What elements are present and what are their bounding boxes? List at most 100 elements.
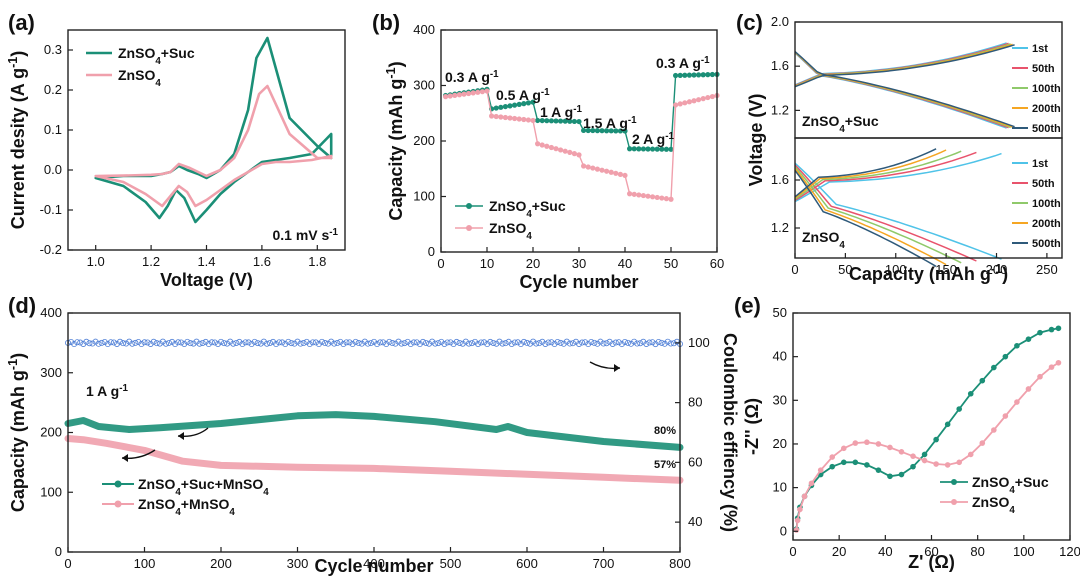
nyquist-point [887, 444, 893, 451]
ce-point [233, 339, 240, 346]
nyquist-point [933, 461, 939, 467]
ce-point [285, 338, 292, 345]
rate-point [470, 90, 476, 96]
arrow-left-head [178, 432, 184, 440]
panel-d-ytick-label: 0 [55, 544, 62, 559]
ce-point [254, 340, 261, 347]
panel-d-xtick-label: 400 [363, 556, 385, 571]
charge-curve [794, 148, 937, 198]
rate-point [489, 113, 495, 119]
rate-point [562, 118, 568, 124]
ce-point [322, 340, 329, 347]
panel-a-ylabel: Current desity (A g-1) [6, 51, 28, 230]
ce-point [447, 339, 454, 346]
panel-a-frame [67, 29, 346, 251]
ce-point [367, 340, 374, 347]
rate-point [548, 144, 555, 151]
ce-point [603, 340, 610, 347]
ce-point [395, 338, 402, 345]
nyquist-point [794, 517, 801, 524]
ce-point [487, 338, 494, 345]
cycle-curve-znso4-mnso4 [64, 435, 684, 484]
ce-point [297, 340, 304, 347]
panel-e-ylabel: -Z'' (Ω) [742, 398, 762, 455]
ce-point [649, 339, 656, 346]
ce-point [217, 338, 224, 345]
ce-point [352, 338, 359, 345]
rate-point [599, 167, 605, 173]
ce-point [77, 339, 84, 346]
ce-point [370, 338, 377, 345]
panel-a-label: (a) [8, 10, 35, 35]
rate-point [443, 94, 449, 100]
rate-point [668, 196, 674, 202]
legend-marker [114, 500, 122, 508]
rate-point [604, 128, 610, 134]
panel-b-ytick-label: 0 [428, 244, 435, 259]
ce-point [493, 340, 500, 347]
panel-e-frame [792, 312, 1071, 541]
rate-point [659, 146, 665, 152]
ce-point [251, 338, 258, 345]
ce-point [628, 340, 635, 347]
legend-label: 500th [1032, 238, 1061, 250]
ce-point [242, 339, 249, 346]
discharge-curve [794, 166, 962, 264]
panel-a-scan-rate: 0.1 mV s-1 [272, 227, 338, 244]
rate-point [617, 171, 624, 177]
rate-point [673, 72, 679, 79]
charge-curve [794, 151, 977, 202]
rate-point [654, 146, 660, 152]
nyquist-point [864, 439, 870, 446]
ce-point [612, 339, 619, 346]
ce-point [309, 339, 316, 346]
ce-point [169, 338, 176, 345]
panel-b-xtick-label: 60 [710, 256, 724, 271]
ce-point [426, 340, 433, 347]
ce-point [557, 339, 564, 346]
nyquist-point [944, 462, 951, 468]
ce-point [95, 340, 102, 347]
ce-point [643, 340, 650, 347]
ce-point [245, 339, 252, 346]
ce-point [413, 339, 420, 346]
panel-b-ytick-label: 200 [413, 133, 435, 148]
ce-point [563, 338, 570, 345]
ce-point [548, 339, 555, 346]
legend-label: ZnSO4+Suc+MnSO4 [138, 476, 269, 498]
ce-point [239, 341, 246, 348]
panel-a-xtick-label: 1.2 [142, 254, 160, 269]
ce-point [475, 340, 482, 347]
ce-point [202, 338, 209, 345]
ce-point [129, 340, 136, 347]
ce-point [193, 338, 200, 345]
panel-d-label: (d) [8, 293, 36, 318]
ce-point [156, 340, 163, 347]
panel-d: 0 100 200 300 400 500 600 700 800 0 100 200 300 400 40… [6, 293, 740, 576]
panel-d-frame [67, 312, 681, 553]
ce-point [594, 340, 601, 347]
charge-curve [794, 149, 947, 199]
rate-point [608, 169, 614, 175]
nyquist-point [910, 463, 916, 470]
ce-point [646, 339, 653, 346]
nyquist-point [852, 459, 859, 466]
nyquist-point [1025, 386, 1032, 392]
panel-d-ytick-label: 100 [40, 484, 62, 499]
rate-point [507, 115, 513, 121]
ce-point [401, 340, 408, 347]
nyquist-point [1055, 359, 1062, 366]
nyquist-point [1037, 329, 1043, 336]
panel-e-ytick-label: 50 [773, 305, 787, 320]
rate-point [576, 118, 582, 125]
panel-b-xtick-label: 0 [437, 256, 444, 271]
legend-label: 1st [1032, 43, 1048, 55]
legend-label: ZnSO4 [118, 67, 161, 89]
panel-e-ytick-label: 20 [773, 436, 787, 451]
ce-point [389, 340, 396, 347]
ce-point [658, 339, 665, 346]
ce-point [71, 341, 78, 348]
rate-point [590, 127, 596, 134]
ce-point [624, 339, 631, 346]
ce-point [374, 341, 381, 348]
